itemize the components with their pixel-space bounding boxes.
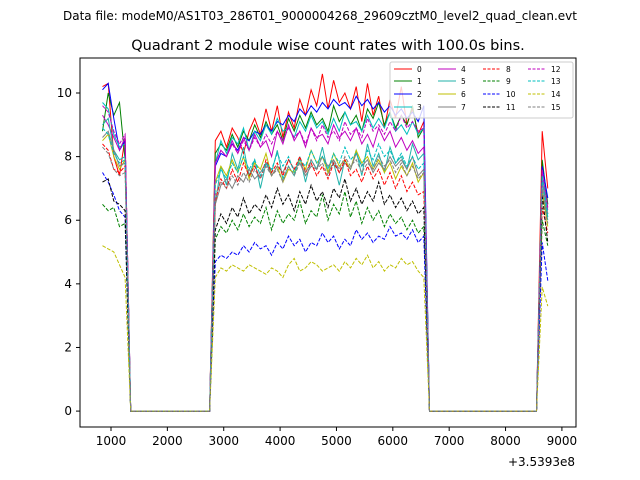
series-line-11 [102, 176, 549, 412]
series-line-7 [102, 130, 549, 412]
legend-label-5: 5 [461, 77, 466, 86]
x-tick-label: 3000 [208, 434, 239, 448]
figure-suptitle: Data file: modeM0/AS1T03_286T01_90000042… [63, 9, 577, 23]
series-line-3 [102, 102, 549, 412]
y-tick-label: 10 [57, 86, 72, 100]
legend-label-4: 4 [461, 65, 466, 74]
legend-label-8: 8 [506, 65, 511, 74]
x-tick-label: 1000 [96, 434, 127, 448]
series-line-13 [102, 127, 549, 412]
x-tick-label: 9000 [547, 434, 578, 448]
legend-label-10: 10 [506, 90, 516, 99]
x-tick-label: 5000 [321, 434, 352, 448]
series-line-9 [102, 191, 549, 412]
series-line-8 [102, 143, 549, 412]
plot-area [102, 73, 549, 412]
y-tick-label: 8 [64, 150, 72, 164]
x-tick-label: 7000 [434, 434, 465, 448]
legend-label-14: 14 [551, 90, 561, 99]
legend-label-15: 15 [551, 103, 561, 112]
y-tick-label: 4 [64, 277, 72, 291]
legend-box [389, 61, 574, 119]
series-line-6 [102, 133, 549, 412]
legend-label-11: 11 [506, 103, 516, 112]
legend-label-0: 0 [417, 65, 422, 74]
y-tick-label: 6 [64, 213, 72, 227]
y-tick-label: 0 [64, 404, 72, 418]
legend-label-7: 7 [461, 103, 466, 112]
x-axis-offset-label: +3.5393e8 [508, 455, 575, 469]
legend-label-6: 6 [461, 90, 466, 99]
x-tick-label: 2000 [152, 434, 183, 448]
x-tick-label: 4000 [265, 434, 296, 448]
legend-label-2: 2 [417, 90, 422, 99]
series-line-15 [102, 146, 549, 412]
x-tick-label: 6000 [378, 434, 409, 448]
axis-ticks: 1000 2000 3000 4000 5000 6000 7000 8000 9000 0 2 4 6… [57, 86, 577, 448]
x-tick-label: 8000 [490, 434, 521, 448]
chart-title: Quadrant 2 module wise count rates with … [131, 38, 525, 54]
legend-label-12: 12 [551, 65, 561, 74]
legend-label-3: 3 [417, 103, 422, 112]
series-line-14 [102, 245, 549, 412]
legend-label-1: 1 [417, 77, 422, 86]
series-line-10 [102, 172, 549, 412]
legend-label-9: 9 [506, 77, 511, 86]
y-tick-label: 2 [64, 340, 72, 354]
legend-label-13: 13 [551, 77, 561, 86]
axes-frame [79, 57, 577, 428]
